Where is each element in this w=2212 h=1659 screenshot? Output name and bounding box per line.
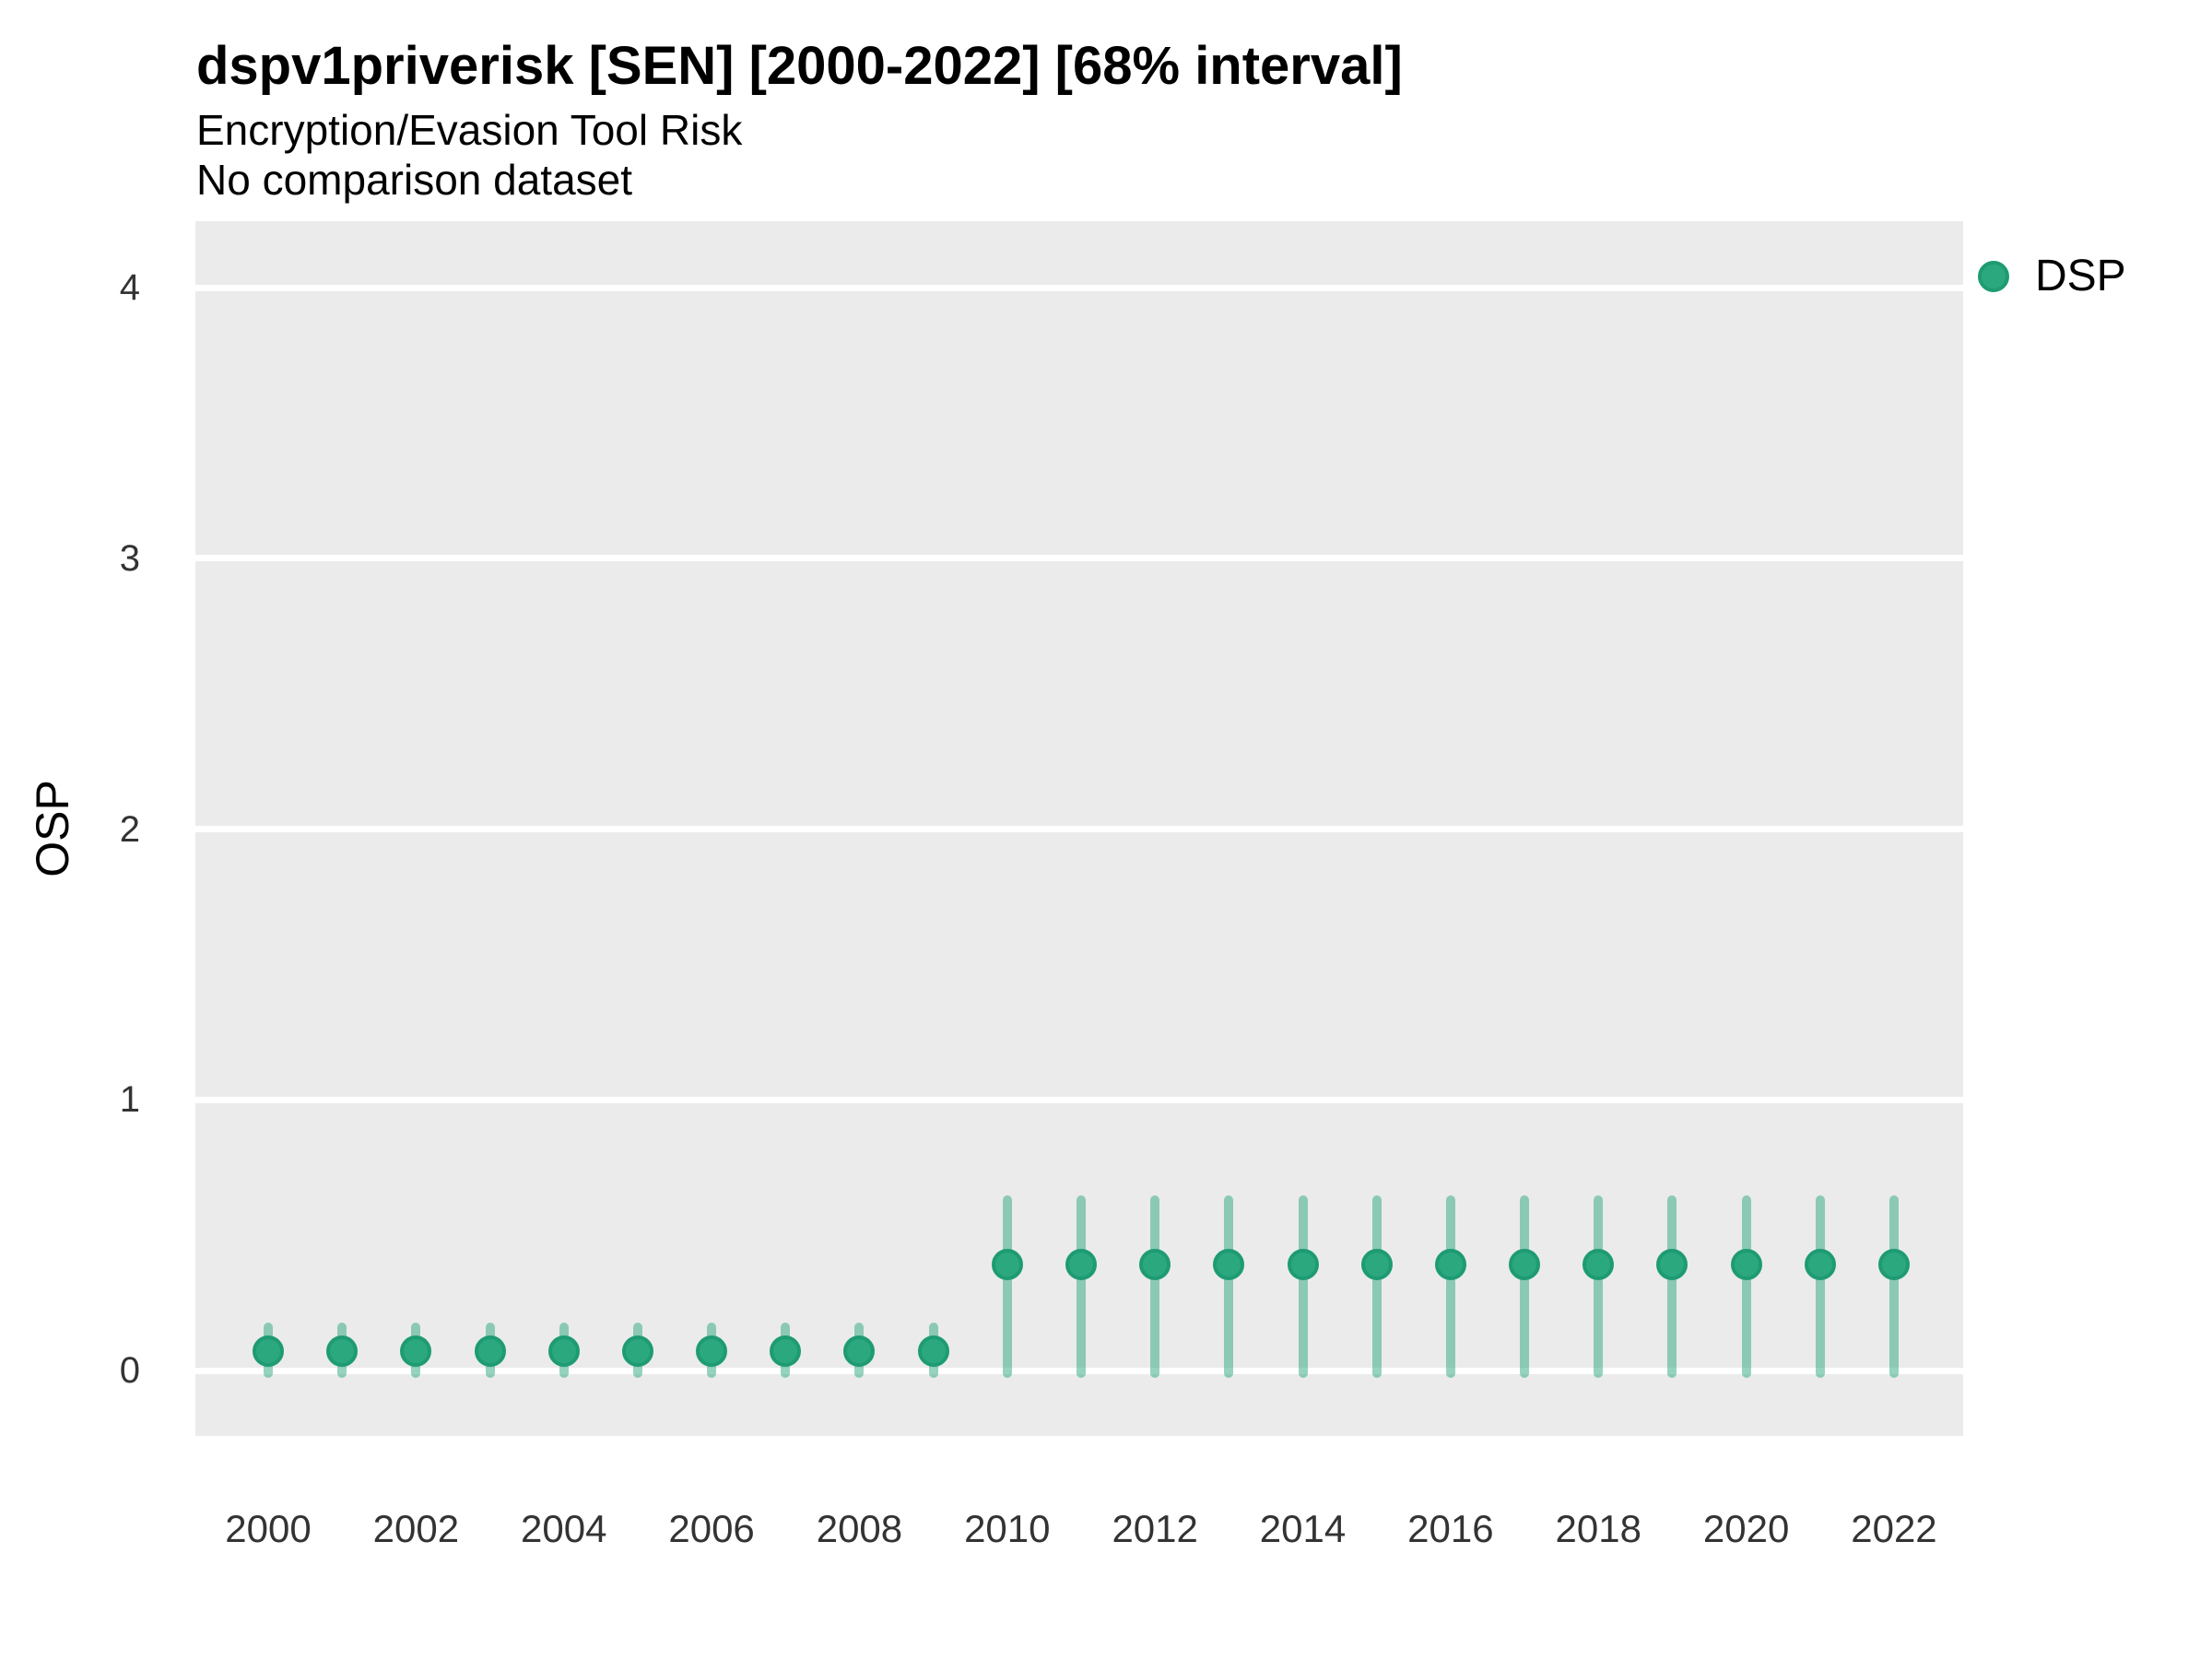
data-point-2007 <box>770 1335 802 1368</box>
data-point-2008 <box>843 1335 876 1368</box>
interval-bar-2013 <box>1224 1194 1234 1378</box>
interval-bar-2020 <box>1741 1194 1751 1378</box>
data-point-2010 <box>991 1249 1023 1281</box>
data-point-2021 <box>1804 1249 1836 1281</box>
data-point-2017 <box>1509 1249 1541 1281</box>
data-point-2000 <box>253 1335 284 1368</box>
x-tick-label-2006: 2006 <box>668 1507 755 1550</box>
legend: DSP <box>1978 245 2126 308</box>
data-point-2001 <box>326 1335 359 1368</box>
x-tick-label-2012: 2012 <box>1112 1507 1198 1550</box>
data-point-2022 <box>1877 1249 1910 1281</box>
interval-bar-2014 <box>1298 1194 1308 1378</box>
data-point-2012 <box>1139 1249 1171 1281</box>
data-point-2004 <box>547 1335 580 1368</box>
x-tick-label-2008: 2008 <box>816 1507 903 1550</box>
gridline-y-4 <box>195 284 1963 291</box>
data-point-2018 <box>1583 1249 1615 1281</box>
data-point-2002 <box>400 1335 432 1368</box>
data-point-2014 <box>1287 1249 1319 1281</box>
y-tick-label-1: 1 <box>119 1079 140 1121</box>
interval-bar-2018 <box>1594 1194 1604 1378</box>
interval-bar-2019 <box>1667 1194 1677 1378</box>
legend-marker-dsp-icon <box>1978 261 2009 292</box>
data-point-2015 <box>1360 1249 1393 1281</box>
x-tick-label-2022: 2022 <box>1851 1507 1937 1550</box>
x-tick-label-2018: 2018 <box>1555 1507 1641 1550</box>
data-point-2016 <box>1434 1249 1466 1281</box>
chart-subtitle: Encryption/Evasion Tool Risk <box>196 106 743 154</box>
data-point-2006 <box>696 1335 728 1368</box>
data-point-2013 <box>1213 1249 1245 1281</box>
data-point-2005 <box>621 1335 653 1368</box>
y-tick-label-0: 0 <box>119 1350 140 1391</box>
y-tick-label-2: 2 <box>119 808 140 850</box>
x-tick-label-2000: 2000 <box>225 1507 312 1550</box>
chart-note: No comparison dataset <box>196 156 633 204</box>
interval-bar-2012 <box>1150 1194 1160 1378</box>
plot-panel <box>195 221 1963 1436</box>
interval-bar-2010 <box>1002 1194 1012 1378</box>
gridline-y-3 <box>195 555 1963 562</box>
data-point-2019 <box>1656 1249 1688 1281</box>
gridline-y-2 <box>195 826 1963 832</box>
legend-label-dsp: DSP <box>2035 252 2126 300</box>
gridline-y-1 <box>195 1096 1963 1103</box>
data-point-2020 <box>1730 1249 1762 1281</box>
data-point-2011 <box>1065 1249 1097 1281</box>
x-tick-label-2002: 2002 <box>372 1507 460 1550</box>
interval-bar-2021 <box>1815 1194 1825 1378</box>
data-point-2009 <box>917 1335 949 1368</box>
y-tick-label-4: 4 <box>119 267 140 308</box>
x-tick-label-2010: 2010 <box>964 1507 1051 1550</box>
interval-bar-2015 <box>1371 1194 1382 1378</box>
chart-title: dspv1priverisk [SEN] [2000-2022] [68% in… <box>196 36 1403 96</box>
interval-bar-2011 <box>1076 1194 1086 1378</box>
interval-bar-2016 <box>1445 1194 1455 1378</box>
interval-bar-2022 <box>1888 1194 1899 1378</box>
x-tick-label-2016: 2016 <box>1407 1507 1494 1550</box>
data-point-2003 <box>474 1335 506 1368</box>
x-tick-label-2004: 2004 <box>521 1507 607 1550</box>
x-tick-label-2020: 2020 <box>1702 1507 1790 1550</box>
x-tick-label-2014: 2014 <box>1259 1507 1347 1550</box>
y-tick-label-3: 3 <box>119 537 140 579</box>
interval-bar-2017 <box>1520 1194 1530 1378</box>
